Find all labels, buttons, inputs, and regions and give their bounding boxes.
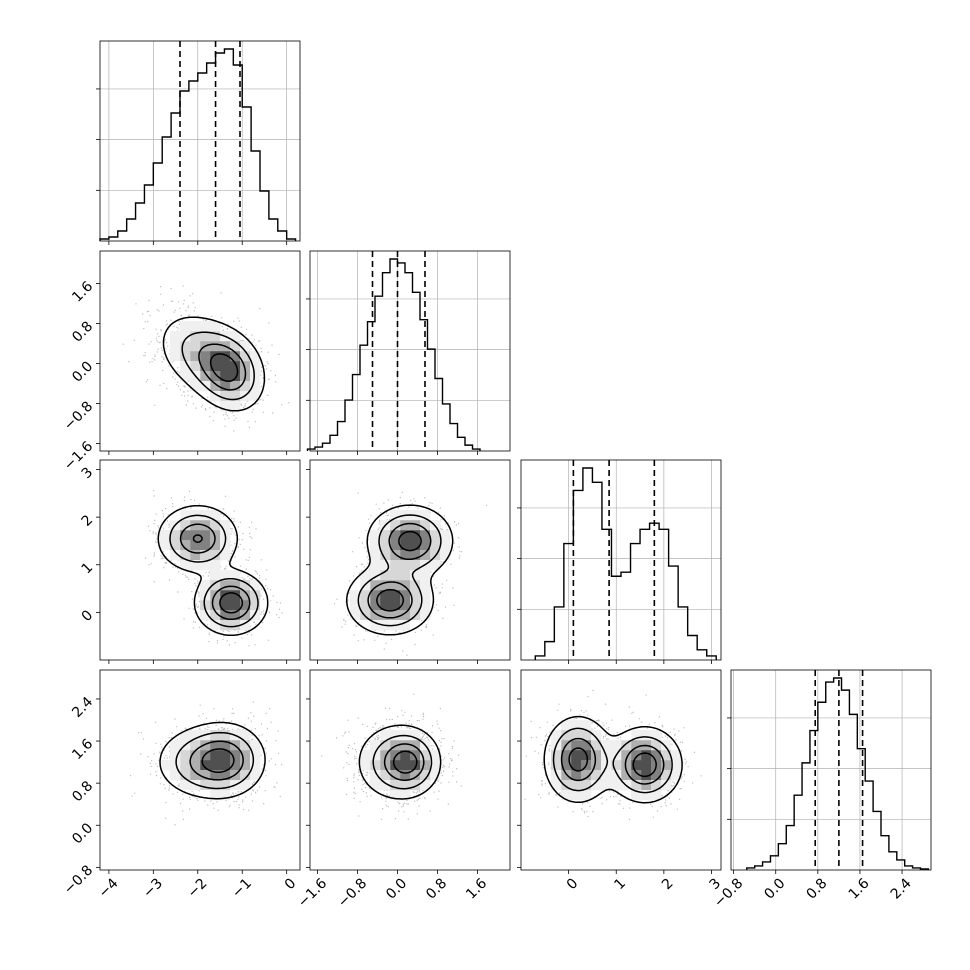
joint-2-3-frame: [520, 669, 722, 871]
joint-0-1-contour-2: [198, 343, 247, 391]
joint-1-3-density-cells: [370, 740, 431, 791]
joint-panel-0-3: [99, 669, 301, 871]
joint-0-1-contour-1: [181, 331, 255, 401]
joint-0-1-contour-3: [209, 353, 239, 382]
joint-0-2-density-cells: [180, 530, 251, 621]
y-tick-label-p3-4: 2.4: [69, 694, 96, 721]
joint-2-3-density-cells: [561, 740, 672, 791]
y-tick-label-p2-1: 1: [79, 560, 97, 578]
joint-1-2-density-cells: [350, 580, 421, 631]
hist-3-steps: [746, 677, 930, 870]
joint-1-3-density-cells: [390, 750, 421, 771]
joint-1-2-frame: [309, 459, 511, 661]
y-tick-label-p1-2: 0.0: [69, 358, 96, 385]
joint-0-2-contour-3: [192, 534, 244, 614]
x-tick-label-p0-2: −2: [185, 875, 211, 901]
joint-0-3-density-cells: [190, 740, 251, 781]
y-tick-label-p1-4: 1.6: [69, 278, 96, 305]
y-tick-label-p3-1: 0.0: [69, 820, 96, 847]
joint-2-3-contour-2: [560, 737, 665, 785]
y-tick-label-p1-0: −1.6: [61, 438, 96, 473]
joint-2-3-contour-3: [568, 747, 657, 778]
joint-0-2-contour-0: [157, 504, 269, 637]
hist-1-steps: [306, 258, 481, 451]
y-tick-label-p2-3: 3: [79, 465, 97, 483]
y-tick-label-p1-3: 0.8: [69, 318, 96, 345]
x-tick-label-p1-1: −0.8: [335, 875, 370, 910]
hist-0-frame: [99, 40, 301, 242]
y-tick-label-p1-1: −0.8: [61, 398, 96, 433]
hist-0-steps: [99, 48, 297, 241]
joint-1-2-contour-2: [367, 522, 432, 619]
joint-2-3-density-cells: [551, 720, 682, 801]
y-tick-label-p3-2: 0.8: [69, 778, 96, 805]
joint-0-3-contour-3: [201, 748, 235, 773]
histogram-panel-1: [306, 250, 511, 452]
x-tick-label-p1-2: 0.0: [383, 875, 410, 902]
joint-0-2-density-cells: [170, 520, 261, 631]
joint-panel-0-2: [99, 459, 301, 661]
x-tick-label-p2-1: 1: [611, 875, 629, 893]
joint-0-3-density-cells: [180, 730, 251, 791]
joint-0-2-contour-2: [179, 523, 251, 621]
joint-0-1-frame: [99, 250, 301, 452]
joint-1-2-density-cells: [370, 520, 431, 621]
joint-0-1-density-cells: [210, 351, 241, 382]
joint-1-2-contour-0: [345, 504, 454, 636]
y-tick-label-p2-0: 0: [79, 607, 97, 625]
joint-1-3-contour-2: [383, 743, 425, 782]
y-tick-label-p3-3: 1.6: [69, 736, 96, 763]
x-tick-label-p0-3: −1: [229, 875, 255, 901]
joint-panel-2-3: [520, 669, 722, 871]
joint-0-2-frame: [99, 459, 301, 661]
joint-1-2-contour-1: [357, 514, 442, 627]
x-tick-label-p1-4: 1.6: [463, 875, 490, 902]
x-tick-label-p3-4: 2.4: [888, 875, 915, 902]
x-tick-label-p0-4: 0: [282, 875, 300, 893]
histogram-panel-3: [727, 669, 932, 871]
joint-1-2-contour-3: [376, 530, 422, 612]
joint-2-3-contour-1: [552, 727, 673, 794]
joint-0-1-density-cells: [180, 331, 251, 402]
joint-0-1-density-cells: [190, 341, 251, 392]
hist-1-frame: [309, 250, 511, 452]
x-tick-label-p0-0: −4: [96, 875, 122, 901]
joint-1-3-density-cells: [390, 750, 421, 781]
y-tick-label-p2-2: 2: [79, 512, 97, 530]
x-tick-label-p2-0: 0: [564, 875, 582, 893]
histogram-panel-0: [96, 40, 301, 242]
hist-3-frame: [730, 669, 932, 871]
joint-0-3-contour-1: [175, 731, 255, 790]
joint-0-3-contour-2: [189, 740, 244, 781]
x-tick-label-p0-1: −3: [140, 875, 166, 901]
joint-panel-1-3: [309, 669, 511, 871]
joint-1-3-contour-3: [392, 750, 418, 774]
x-tick-label-p3-1: 0.0: [761, 875, 788, 902]
hist-2-frame: [520, 459, 722, 661]
hist-2-steps: [534, 467, 717, 660]
joint-panel-1-2: [309, 459, 511, 661]
x-tick-label-p3-2: 0.8: [804, 875, 831, 902]
joint-1-2-density-cells: [350, 510, 451, 631]
joint-2-3-contour-0: [543, 715, 683, 804]
x-tick-label-p1-0: −1.6: [295, 875, 330, 910]
histogram-panel-2: [517, 459, 722, 661]
joint-panel-0-1: [99, 250, 301, 452]
x-tick-label-p2-2: 2: [659, 875, 677, 893]
joint-0-2-density-cells: [160, 510, 261, 631]
joint-1-3-density-cells: [380, 740, 431, 781]
y-tick-label-p3-0: −0.8: [61, 862, 96, 897]
joint-0-3-density-cells: [200, 750, 231, 771]
joint-0-1-contour-0: [162, 316, 266, 412]
x-tick-label-p3-3: 1.6: [846, 875, 873, 902]
joint-1-3-contour-1: [372, 734, 433, 790]
joint-1-3-frame: [309, 669, 511, 871]
joint-0-3-density-cells: [160, 730, 261, 801]
joint-0-3-frame: [99, 669, 301, 871]
joint-0-3-contour-0: [159, 721, 266, 800]
joint-1-3-contour-0: [358, 724, 442, 800]
joint-0-2-contour-1: [169, 514, 259, 628]
x-tick-label-p1-3: 0.8: [423, 875, 450, 902]
